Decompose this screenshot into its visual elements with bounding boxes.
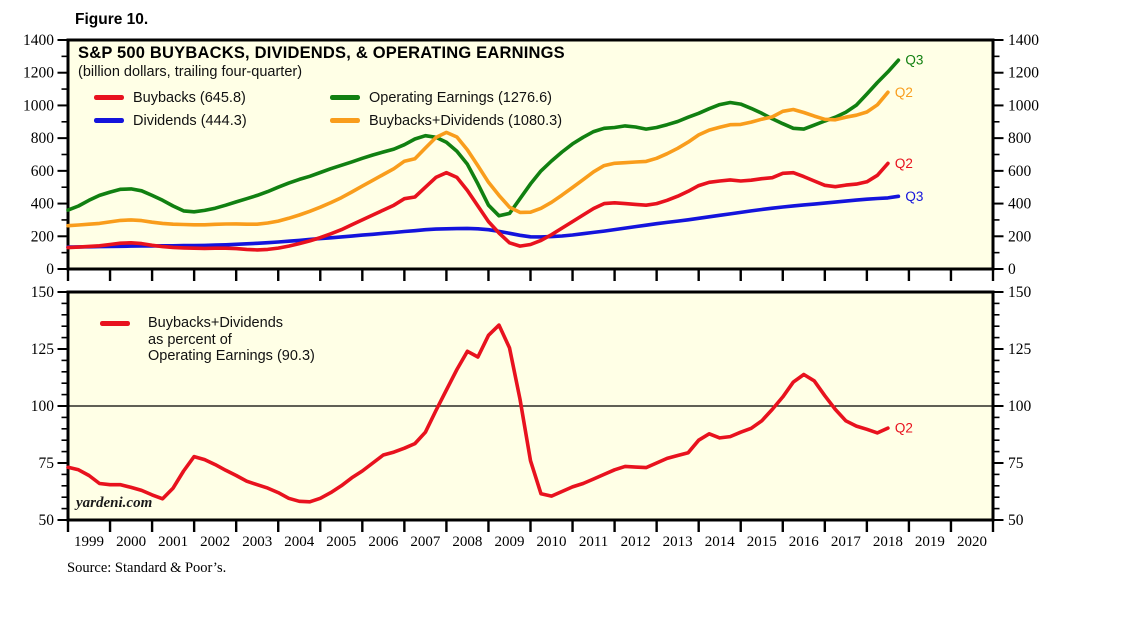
x-year-label: 2008 (452, 534, 482, 550)
y-tick-label-left: 50 (39, 512, 55, 529)
y-tick-label-left: 400 (31, 196, 55, 213)
x-year-label: 2018 (873, 534, 903, 550)
y-tick-label-right: 1400 (1008, 32, 1039, 49)
figure-label: Figure 10. (75, 11, 149, 28)
series-line-buybacks-dividends-as-percent-of-operating-earnings (66, 323, 890, 504)
y-tick-label-left: 150 (31, 284, 55, 301)
panel-1-frame (66, 38, 995, 271)
y-tick-label-right: 200 (1008, 228, 1032, 245)
legend-item-buybacks-plus-dividends: Buybacks+Dividends (1080.3) (330, 111, 562, 130)
legend-label-buybacks-plus-dividends: Buybacks+Dividends (1080.3) (369, 112, 563, 129)
y-tick-label-left: 600 (31, 163, 55, 180)
x-year-label: 2006 (368, 534, 399, 550)
legend-item-dividends: Dividends (444.3) (94, 111, 330, 130)
bottom-legend-line-1: Buybacks+Dividends (148, 315, 284, 331)
y-tick-label-left: 1200 (23, 65, 54, 82)
x-year-label: 2016 (789, 534, 820, 550)
y-tick-label-right: 75 (1008, 455, 1024, 472)
y-tick-label-right: 800 (1008, 130, 1032, 147)
x-year-label: 2001 (158, 534, 188, 550)
end-label-dividends: Q3 (905, 189, 923, 204)
legend-item-operating-earnings: Operating Earnings (1276.6) (330, 88, 562, 107)
y-tick-label-right: 600 (1008, 163, 1032, 180)
y-tick-label-left: 200 (31, 228, 55, 245)
x-year-label: 2012 (621, 534, 651, 550)
x-year-label: 2013 (663, 534, 693, 550)
percent-line-swatch (100, 321, 130, 326)
panel-2: 50 50 75 75 100 100 125 125 150 150 1999 2000 2001 20… (31, 284, 1032, 550)
y-tick-label-right: 0 (1008, 261, 1016, 278)
bottom-legend-line-3: Operating Earnings (90.3) (148, 348, 315, 364)
bottom-legend-line-2: as percent of (148, 331, 232, 348)
series-line-operating-earnings (66, 58, 901, 218)
y-tick-label-right: 125 (1008, 341, 1032, 358)
x-year-label: 2010 (537, 534, 567, 550)
x-year-label: 2019 (915, 534, 945, 550)
x-year-label: 1999 (74, 534, 104, 550)
series-line-buybacks (66, 161, 890, 252)
legend-label-operating-earnings: Operating Earnings (1276.6) (369, 89, 552, 106)
x-year-label: 2011 (579, 534, 608, 550)
y-tick-label-right: 100 (1008, 398, 1032, 415)
x-year-label: 2007 (410, 534, 441, 550)
chart-subtitle: (billion dollars, trailing four-quarter) (78, 64, 303, 80)
bottom-legend-text: Buybacks+Dividends as percent of Operati… (148, 315, 315, 365)
x-year-label: 2005 (326, 534, 356, 550)
x-year-label: 2020 (957, 534, 987, 550)
top-chart-legend: Buybacks (645.8) Operating Earnings (127… (94, 88, 562, 130)
series-line-dividends (66, 194, 901, 249)
x-year-label: 2003 (242, 534, 272, 550)
end-label-buybacks-dividends-as-percent-of-operating-earnings: Q2 (895, 421, 913, 436)
y-tick-label-left: 100 (31, 398, 55, 415)
bottom-chart-legend: Buybacks+Dividends as percent of Operati… (100, 315, 315, 365)
dividends-line-swatch (94, 118, 124, 123)
source-note: Source: Standard & Poor’s. (67, 560, 227, 576)
y-tick-label-right: 1000 (1008, 97, 1039, 114)
x-year-label: 2014 (705, 534, 736, 550)
buybacks-line-swatch (94, 95, 124, 100)
y-tick-label-right: 150 (1008, 284, 1032, 301)
end-label-buybacks: Q2 (895, 156, 913, 171)
end-label-operating-earnings: Q3 (905, 53, 923, 68)
watermark: yardeni.com (76, 495, 153, 511)
y-tick-label-left: 0 (46, 261, 54, 278)
y-tick-label-right: 400 (1008, 196, 1032, 213)
x-year-label: 2000 (116, 534, 146, 550)
y-tick-label-right: 50 (1008, 512, 1024, 529)
y-tick-label-left: 75 (39, 455, 55, 472)
y-tick-label-left: 125 (31, 341, 55, 358)
y-tick-label-left: 800 (31, 130, 55, 147)
legend-label-buybacks: Buybacks (645.8) (133, 89, 246, 106)
legend-label-dividends: Dividends (444.3) (133, 112, 247, 129)
y-tick-label-right: 1200 (1008, 65, 1039, 82)
buybacks-plus-dividends-line-swatch (330, 118, 360, 123)
x-year-label: 2015 (747, 534, 777, 550)
chart-title: S&P 500 BUYBACKS, DIVIDENDS, & OPERATING… (78, 44, 565, 62)
operating-earnings-line-swatch (330, 95, 360, 100)
series-line-buybacks-dividends (66, 90, 890, 228)
x-year-label: 2004 (284, 534, 315, 550)
legend-item-buybacks: Buybacks (645.8) (94, 88, 330, 107)
end-label-buybacks-dividends: Q2 (895, 85, 913, 100)
x-year-label: 2002 (200, 534, 230, 550)
x-year-label: 2009 (494, 534, 524, 550)
x-year-label: 2017 (831, 534, 862, 550)
y-tick-label-left: 1400 (23, 32, 54, 49)
panel-1: 0 0 200 200 400 400 600 600 800 800 1000 1000 1200 12… (23, 32, 1039, 281)
y-tick-label-left: 1000 (23, 97, 54, 114)
